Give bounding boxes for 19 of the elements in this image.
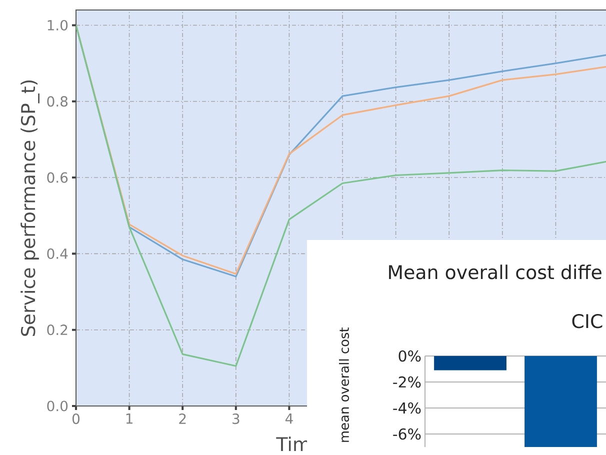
y-tick-label: -6% (393, 428, 421, 440)
x-tick-label: 3 (232, 414, 240, 424)
x-tick-label: 0 (72, 414, 80, 424)
y-tick-label: 0.4 (47, 248, 68, 259)
y-tick-label: 0.8 (47, 96, 68, 107)
y-tick-label: 0.0 (47, 400, 68, 412)
chart-title: Mean overall cost diffe (389, 264, 602, 280)
y-axis-title: Service performance (SP_t) (20, 80, 40, 336)
y-tick-label: 0.6 (47, 172, 68, 183)
y-tick-label: 1.0 (48, 20, 68, 31)
chart-subtitle: CIC (572, 314, 602, 328)
x-tick-label: 1 (126, 414, 132, 424)
y-tick-label: 0% (398, 350, 421, 362)
y-axis-title: mean overall cost (338, 328, 350, 442)
x-tick-label: 2 (179, 414, 186, 424)
y-tick-label: -2% (393, 376, 421, 388)
x-tick-label: 4 (285, 414, 293, 424)
y-tick-label: 0.2 (47, 324, 68, 336)
y-tick-label: -4% (393, 402, 421, 414)
